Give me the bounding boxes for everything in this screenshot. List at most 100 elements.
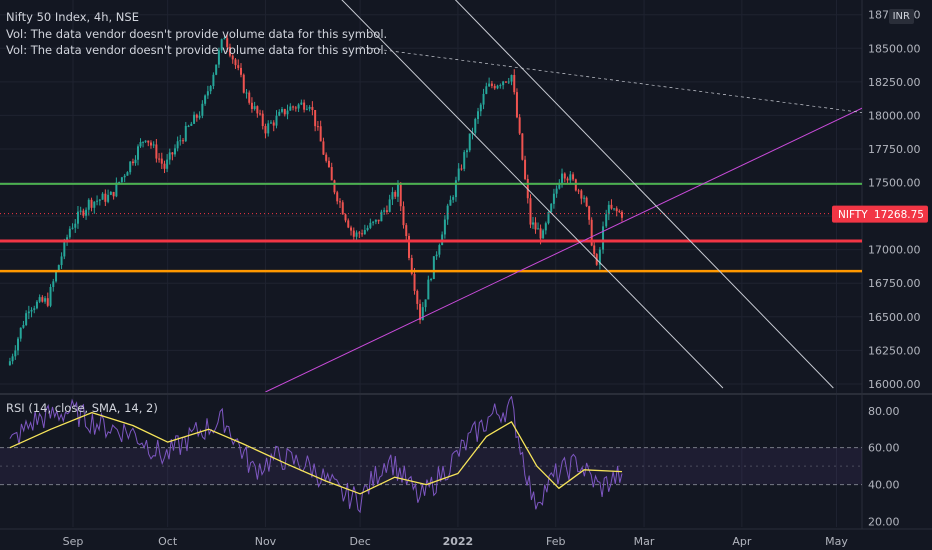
candle-body xyxy=(338,201,341,203)
candle-body xyxy=(96,200,99,202)
candle-body xyxy=(182,140,185,142)
candle-body xyxy=(55,271,58,282)
candle-body xyxy=(344,214,347,221)
y-tick-label: 16250.00 xyxy=(868,344,921,357)
price-pane xyxy=(0,0,862,392)
candle-body xyxy=(112,191,115,197)
candle-body xyxy=(438,245,441,255)
candle-body xyxy=(542,230,545,239)
candle-body xyxy=(187,125,190,127)
rsi-y-tick-label: 60.00 xyxy=(868,442,900,455)
candle-body xyxy=(30,309,33,312)
x-tick-label: Mar xyxy=(634,535,655,548)
candle-body xyxy=(539,228,542,239)
candle-body xyxy=(292,106,295,108)
candle-body xyxy=(319,126,322,142)
candle-body xyxy=(322,141,325,155)
candle-body xyxy=(585,197,588,207)
candle-body xyxy=(231,55,234,60)
candle-body xyxy=(248,92,251,103)
candle-body xyxy=(405,225,408,237)
candle-body xyxy=(139,142,142,147)
candle-body xyxy=(44,298,47,302)
candle-body xyxy=(300,102,303,105)
candle-body xyxy=(394,192,397,197)
last-price-value: 17268.75 xyxy=(874,209,924,221)
candle-body xyxy=(82,210,85,216)
candle-body xyxy=(402,206,405,226)
y-tick-label: 17000.00 xyxy=(868,244,921,257)
candle-body xyxy=(474,118,477,133)
candle-body xyxy=(607,204,610,215)
candle-body xyxy=(212,74,215,87)
candle-body xyxy=(275,115,278,126)
candle-body xyxy=(79,210,82,212)
candle-body xyxy=(449,199,452,206)
candle-body xyxy=(385,210,388,212)
candle-body xyxy=(577,190,580,192)
rsi-sma-line xyxy=(9,411,623,495)
candle-body xyxy=(41,297,44,302)
candle-body xyxy=(419,303,422,320)
candle-body xyxy=(142,141,145,143)
currency-badge[interactable]: INR xyxy=(888,9,914,24)
candle-body xyxy=(416,290,419,304)
candle-body xyxy=(618,211,621,213)
candle-body xyxy=(316,126,319,128)
candle-body xyxy=(267,123,270,134)
candle-body xyxy=(253,106,256,109)
candle-body xyxy=(524,159,527,179)
candle-body xyxy=(574,179,577,191)
candle-body xyxy=(521,133,524,160)
candle-body xyxy=(101,193,104,200)
candle-body xyxy=(537,228,540,230)
candle-body xyxy=(561,173,564,184)
candle-body xyxy=(547,212,550,224)
candle-body xyxy=(17,338,20,351)
candle-body xyxy=(259,113,262,115)
candle-body xyxy=(294,107,297,109)
y-tick-label: 17500.00 xyxy=(868,177,921,190)
candle-body xyxy=(261,113,264,127)
candle-body xyxy=(615,208,618,212)
y-tick-label: 17750.00 xyxy=(868,143,921,156)
candle-body xyxy=(566,178,569,181)
candle-body xyxy=(220,39,223,51)
candle-body xyxy=(27,311,30,314)
candle-body xyxy=(144,140,147,142)
candle-body xyxy=(430,278,433,280)
candle-body xyxy=(435,254,438,257)
candle-body xyxy=(580,190,583,199)
candle-body xyxy=(33,308,36,310)
candle-body xyxy=(190,123,193,126)
candle-body xyxy=(269,122,272,124)
candle-body xyxy=(98,199,101,201)
candle-body xyxy=(93,201,96,208)
candle-body xyxy=(123,175,126,178)
candle-body xyxy=(174,148,177,155)
candle-body xyxy=(193,114,196,124)
candle-body xyxy=(507,81,510,83)
candle-body xyxy=(421,307,424,320)
rsi-y-tick-label: 40.00 xyxy=(868,479,900,492)
candle-body xyxy=(149,142,152,146)
candle-body xyxy=(201,103,204,116)
candle-body xyxy=(278,111,281,116)
candle-body xyxy=(477,111,480,119)
candle-body xyxy=(369,222,372,228)
candle-body xyxy=(14,350,17,357)
candle-body xyxy=(555,188,558,194)
candle-body xyxy=(311,106,314,110)
candle-body xyxy=(104,193,107,202)
x-tick-label: Oct xyxy=(158,535,178,548)
candle-body xyxy=(336,192,339,202)
candle-body xyxy=(234,59,237,66)
candle-body xyxy=(11,356,14,362)
candle-body xyxy=(399,184,402,207)
candle-body xyxy=(308,106,311,109)
candle-body xyxy=(76,211,79,224)
candle-body xyxy=(237,65,240,68)
candle-body xyxy=(427,279,430,300)
